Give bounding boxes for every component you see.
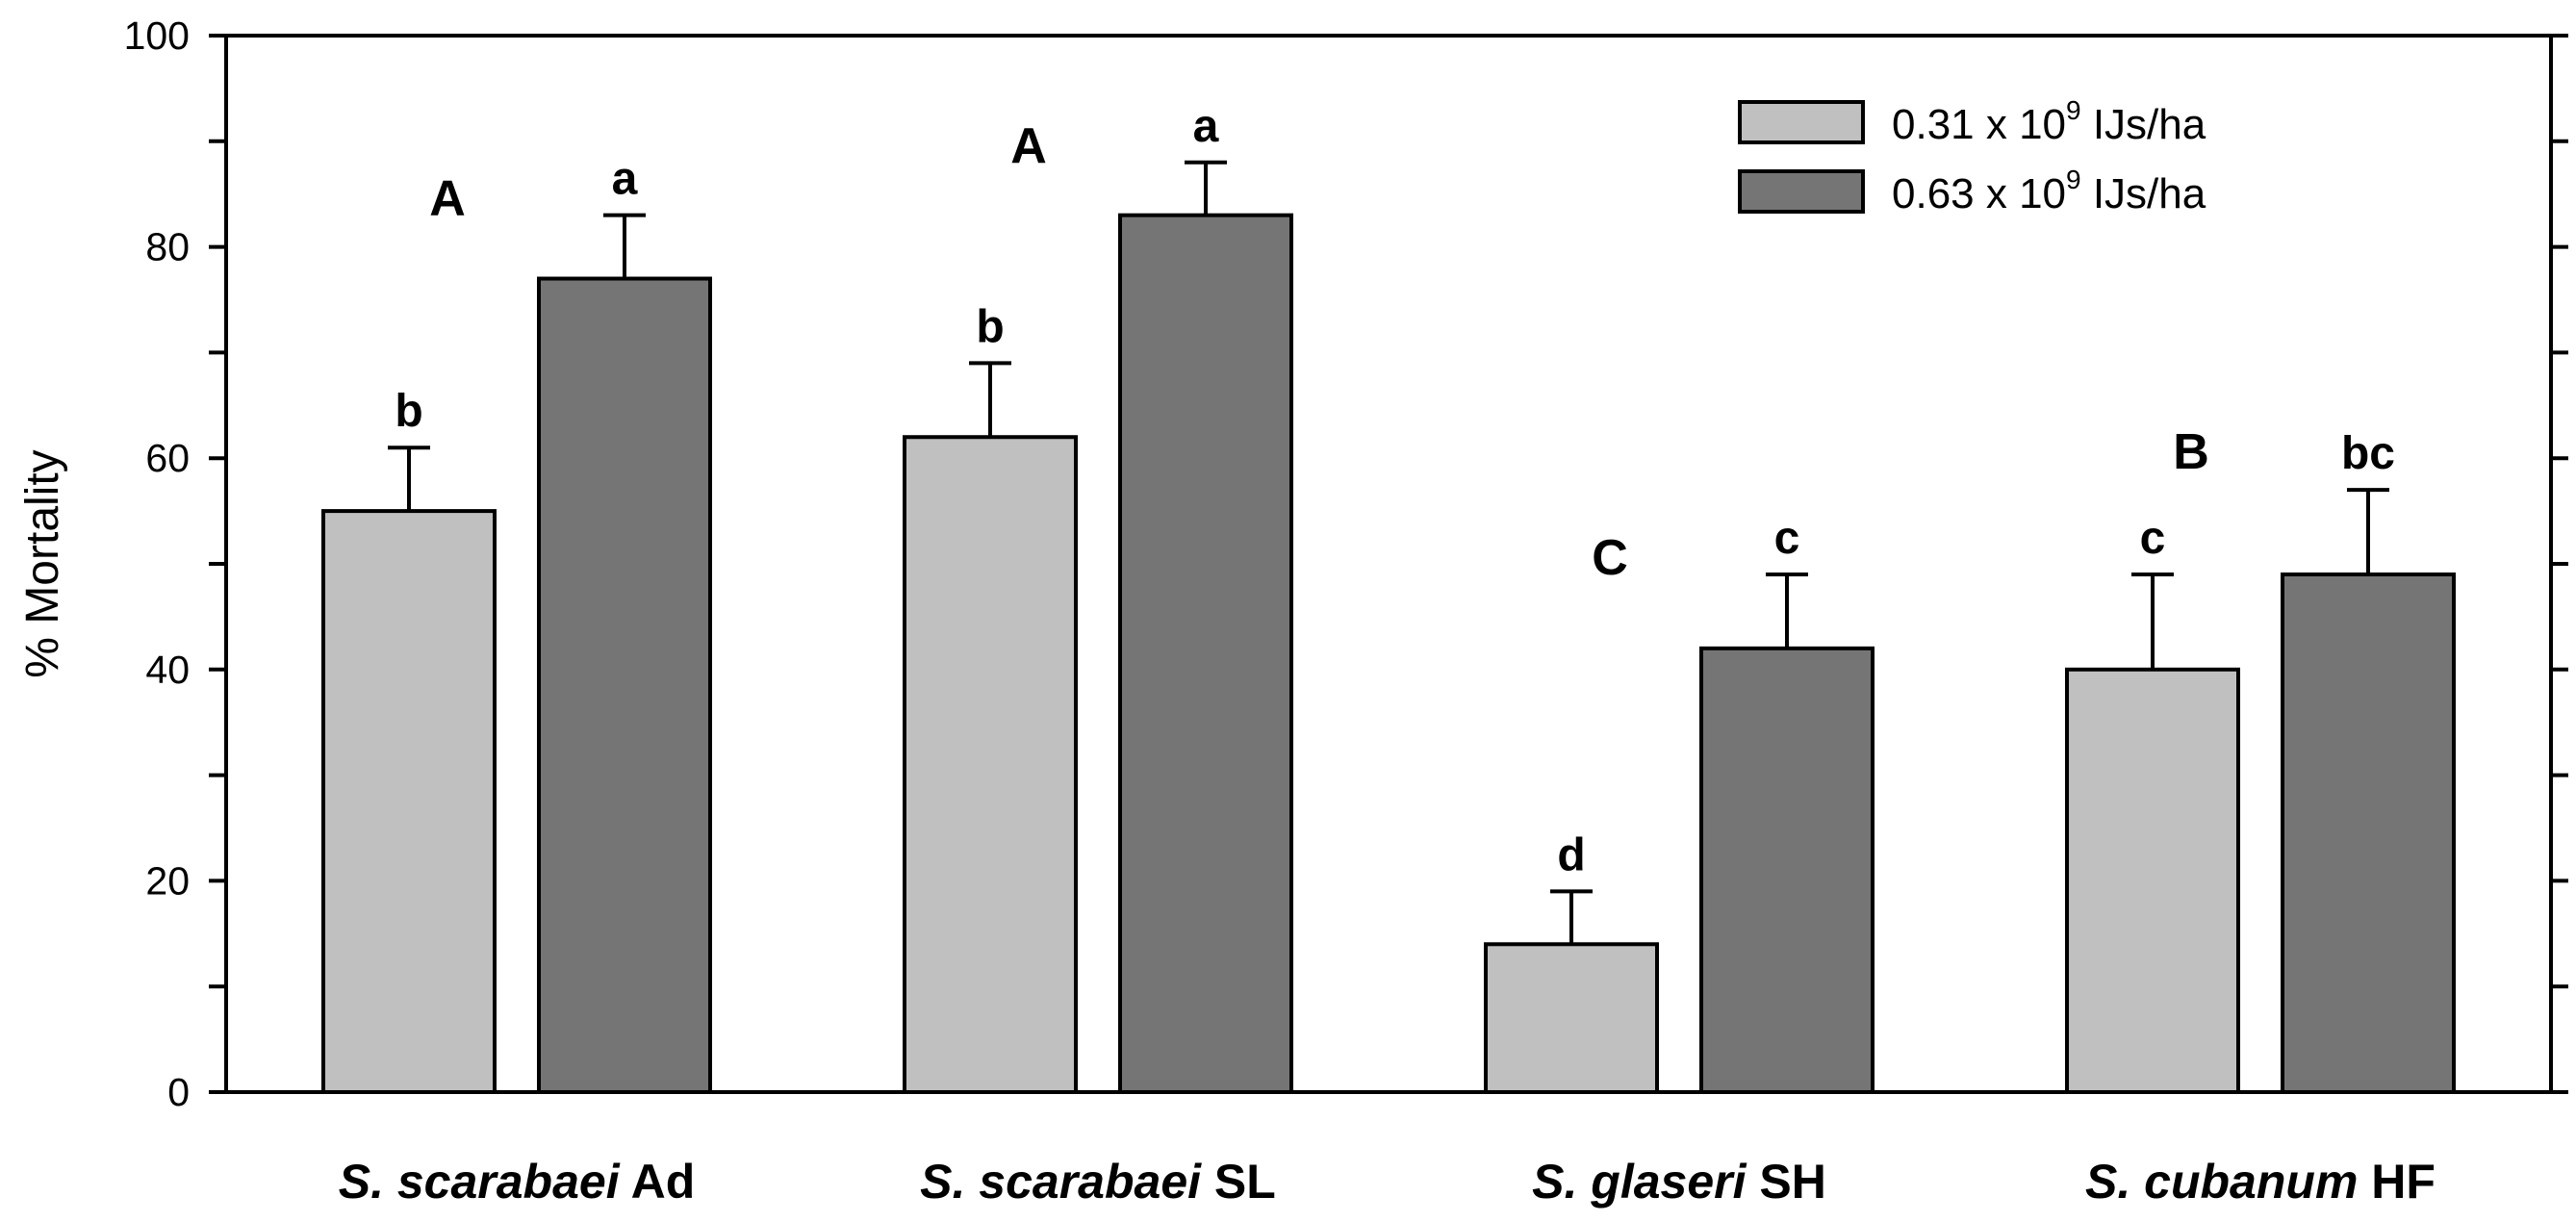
significance-letter: b	[976, 301, 1004, 352]
category-strain: SL	[1201, 1155, 1276, 1209]
bar-2-1	[537, 276, 712, 1095]
bar-1-1	[321, 509, 497, 1094]
category-strain: SH	[1746, 1155, 1825, 1209]
group-significance-letter: A	[1010, 118, 1047, 174]
significance-letter: d	[1557, 829, 1585, 880]
bar-1-3	[1484, 942, 1659, 1095]
category-species: S. scarabaei	[920, 1155, 1202, 1209]
y-tick-label: 0	[167, 1070, 190, 1114]
legend-label-1: 0.31 x 109 IJs/ha	[1892, 95, 2206, 148]
category-strain: HF	[2358, 1155, 2436, 1209]
bar-2-2	[1118, 213, 1293, 1095]
y-tick-label: 20	[145, 858, 190, 903]
legend-swatch-1	[1738, 100, 1865, 144]
legend-swatch-2	[1738, 169, 1865, 214]
y-tick-label: 40	[145, 648, 190, 692]
significance-letter: a	[612, 154, 638, 205]
y-tick-label: 60	[145, 436, 190, 480]
x-category-label: S. glaseri SH	[1532, 1155, 1826, 1209]
significance-letter: c	[2140, 513, 2166, 564]
x-category-label: S. scarabaei Ad	[339, 1155, 696, 1209]
y-tick-label: 80	[145, 225, 190, 269]
legend: 0.31 x 109 IJs/ha 0.63 x 109 IJs/ha	[1738, 95, 2206, 217]
significance-letter: c	[1774, 513, 1800, 564]
category-species: S. cubanum	[2085, 1155, 2358, 1209]
y-axis-title: % Mortality	[17, 449, 68, 677]
x-category-label: S. scarabaei SL	[920, 1155, 1276, 1209]
significance-letter: bc	[2341, 428, 2395, 479]
y-tick-label: 100	[124, 13, 190, 58]
category-species: S. glaseri	[1532, 1155, 1747, 1209]
significance-letter: a	[1193, 101, 1219, 152]
bars-layer	[321, 160, 2456, 1095]
category-strain: Ad	[620, 1155, 696, 1209]
group-significance-letter: C	[1592, 530, 1628, 586]
bar-1-2	[903, 435, 1078, 1094]
significance-letter: b	[395, 386, 422, 437]
bar-2-4	[2281, 572, 2456, 1094]
category-species: S. scarabaei	[339, 1155, 621, 1209]
y-axis-ticks: 0 20 40 60 80 100	[124, 13, 2568, 1114]
bar-1-4	[2065, 667, 2240, 1094]
x-category-label: S. cubanum HF	[2085, 1155, 2436, 1209]
group-significance-letter: A	[429, 171, 466, 227]
bar-2-3	[1699, 646, 1875, 1095]
legend-label-2: 0.63 x 109 IJs/ha	[1892, 165, 2206, 217]
group-significance-letter: B	[2173, 424, 2209, 480]
